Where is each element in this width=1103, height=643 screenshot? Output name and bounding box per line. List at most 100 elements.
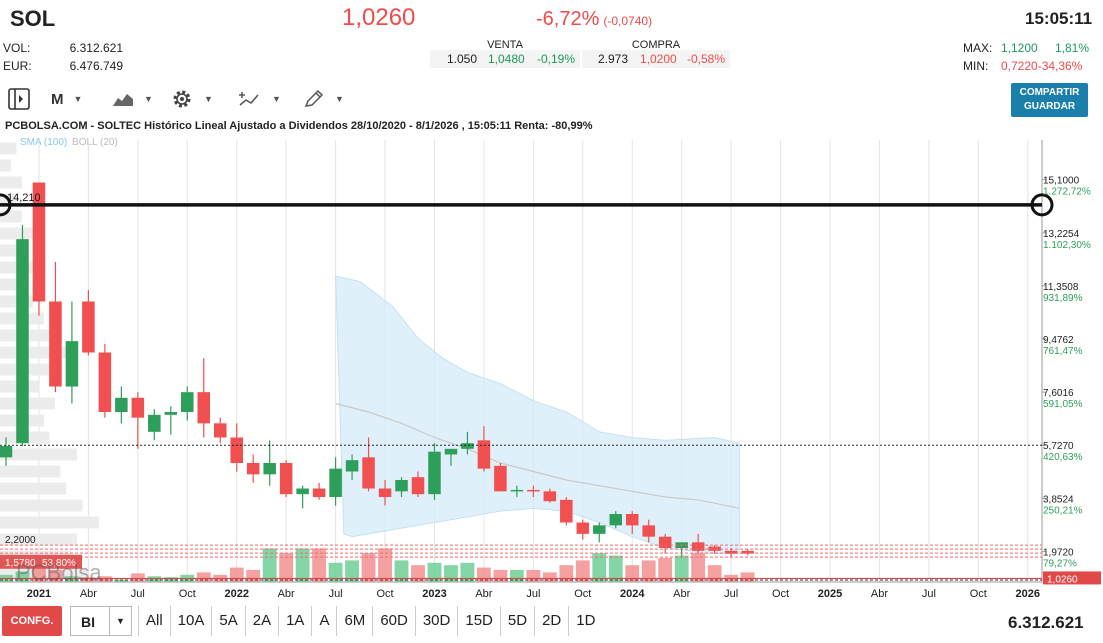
- candle-body: [197, 392, 211, 424]
- candle-body: [230, 437, 243, 463]
- candle-body: [329, 468, 342, 497]
- volume-bar: [328, 562, 343, 582]
- volume-bar: [641, 560, 656, 582]
- range-button-30d[interactable]: 30D: [414, 606, 458, 636]
- candle-body: [131, 397, 145, 418]
- x-tick-label: Oct: [179, 588, 196, 600]
- volume-bar: [707, 565, 722, 582]
- chevron-down-icon: ▼: [144, 94, 153, 104]
- share-label: COMPARTIR: [1019, 87, 1080, 98]
- range-button-15d[interactable]: 15D: [457, 606, 500, 636]
- x-tick-label: 2022: [224, 588, 248, 600]
- venta-label: VENTA: [487, 39, 523, 51]
- period-value: M: [51, 90, 64, 108]
- y-tick-label: 9,4762: [1043, 335, 1074, 346]
- volume-profile-bar: [0, 363, 61, 376]
- volume-bar: [691, 553, 706, 582]
- x-tick-label: Abr: [673, 588, 690, 600]
- bottom-bar: CONFG. BI ▼ All 10A 5A 2A 1A A 6M 60D 30D 15D 5D 2D…: [0, 605, 1103, 639]
- candle-body: [477, 440, 491, 469]
- volume-bar: [394, 560, 409, 582]
- legend-boll[interactable]: BOLL (20): [72, 137, 118, 148]
- range-button-60d[interactable]: 60D: [372, 606, 415, 636]
- volume-profile-bar: [0, 244, 22, 257]
- range-button-a[interactable]: A: [311, 606, 336, 636]
- volume-profile-bar: [0, 210, 22, 223]
- x-tick-label: Oct: [772, 588, 789, 600]
- scale-select[interactable]: BI ▼: [70, 606, 132, 636]
- volume-bar: [262, 548, 277, 582]
- x-tick-label: Abr: [475, 588, 492, 600]
- config-button[interactable]: CONFG.: [2, 606, 62, 636]
- candle-body: [49, 301, 62, 387]
- indicators-select[interactable]: ▼: [238, 87, 281, 111]
- period-select[interactable]: M ▼: [51, 87, 82, 111]
- min-value: 0,7220: [1001, 59, 1038, 73]
- x-tick-label: Abr: [80, 588, 97, 600]
- x-tick-label: Jul: [526, 588, 540, 600]
- candle-body: [444, 448, 458, 455]
- range-button-2a[interactable]: 2A: [244, 606, 278, 636]
- candle-body: [543, 491, 557, 502]
- range-button-5d[interactable]: 5D: [499, 606, 534, 636]
- candle-body: [345, 460, 359, 472]
- chevron-down-icon: ▼: [73, 94, 83, 104]
- volume-value: 6.312.621: [69, 41, 123, 55]
- bollinger-band: [335, 275, 740, 555]
- band-info-tag: [0, 554, 82, 569]
- chart-toolbar: M ▼ ▼ ▼ ▼ ▼: [0, 84, 1103, 114]
- bollinger-area: [335, 275, 740, 555]
- volume-label: VOL:: [3, 41, 31, 55]
- range-button-10a[interactable]: 10A: [169, 606, 212, 636]
- resistance-label: 14,210: [7, 192, 41, 204]
- chart-type-select[interactable]: ▼: [112, 87, 153, 111]
- range-button-1a[interactable]: 1A: [278, 606, 311, 636]
- chevron-down-icon: ▼: [272, 94, 281, 104]
- settings-select[interactable]: ▼: [170, 87, 213, 111]
- candle-body: [708, 546, 721, 551]
- volume-profile-bar: [0, 465, 61, 478]
- ticker-symbol: SOL: [10, 6, 56, 31]
- range-button-all[interactable]: All: [138, 606, 170, 636]
- x-tick-label: 2021: [27, 588, 51, 600]
- compra-price: 1,0200: [640, 52, 677, 66]
- drawing-tools-select[interactable]: ▼: [303, 87, 344, 111]
- y-tick-pct: 420,63%: [1043, 452, 1083, 463]
- volume-bar: [542, 572, 557, 582]
- candle-body: [164, 412, 178, 415]
- volume-bar: [526, 570, 541, 582]
- pencil-icon: [304, 89, 324, 107]
- indicators-icon: [239, 92, 259, 106]
- candle-body: [691, 542, 705, 551]
- volume-profile-bar: [0, 278, 28, 291]
- volume-bar: [279, 553, 294, 582]
- candle-body: [527, 489, 540, 492]
- legend-sma[interactable]: SMA (100): [20, 137, 68, 148]
- band-info-value: 1,5780: [5, 558, 36, 569]
- range-button-1d[interactable]: 1D: [568, 606, 602, 636]
- x-tick-label: Abr: [871, 588, 888, 600]
- candle-body: [593, 525, 606, 534]
- y-tick-label: 11,3508: [1043, 282, 1079, 293]
- max-label: MAX:: [963, 41, 993, 55]
- range-button-5a[interactable]: 5A: [211, 606, 244, 636]
- volume-bar: [460, 562, 475, 582]
- volume-profile-bar: [0, 159, 11, 172]
- last-price: 1,0260: [342, 4, 416, 31]
- candle-body: [658, 536, 672, 548]
- range-button-6m[interactable]: 6M: [336, 606, 372, 636]
- volume-bar: [575, 560, 590, 582]
- x-tick-label: 2023: [422, 588, 446, 600]
- y-tick-label: 3,8524: [1043, 494, 1074, 505]
- euro-label: EUR:: [3, 59, 32, 73]
- volume-bar: [608, 555, 623, 582]
- volume-profile-bar: [0, 448, 77, 461]
- x-tick-label: Oct: [376, 588, 393, 600]
- range-button-2d[interactable]: 2D: [534, 606, 568, 636]
- volume-bar: [114, 579, 129, 582]
- panel-toggle-button[interactable]: [7, 87, 31, 111]
- chart-legend: SMA (100) BOLL (20): [20, 137, 118, 148]
- x-tick-label: Jul: [131, 588, 145, 600]
- share-save-button[interactable]: COMPARTIR GUARDAR: [1011, 83, 1088, 117]
